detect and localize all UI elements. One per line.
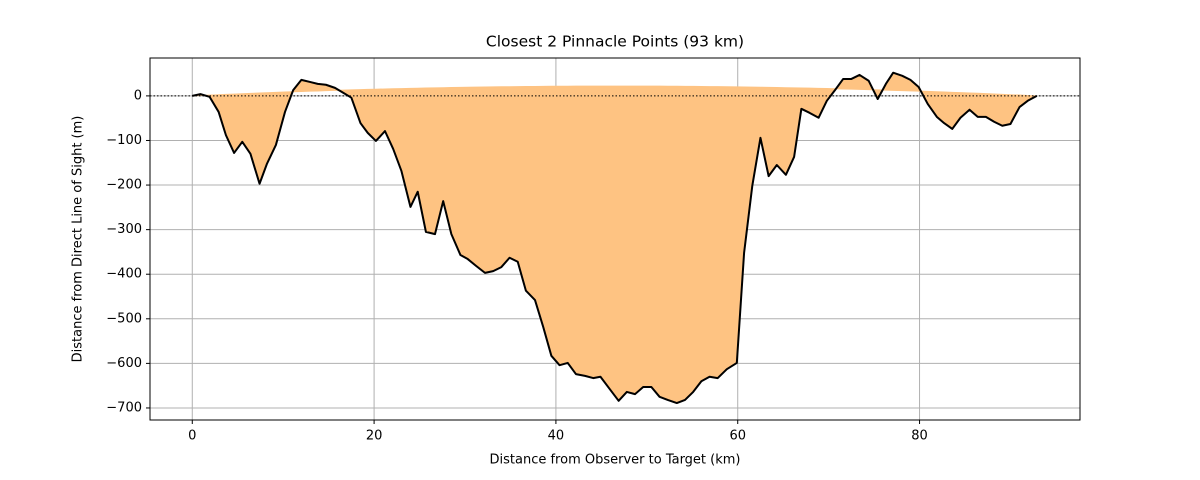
y-tick-label: −100 (106, 133, 142, 148)
plot-area: 0 20 40 60 80 −700 −600 −500 −400 −300 −200 −100 0 (106, 57, 1081, 444)
x-tick-label: 80 (911, 429, 928, 444)
x-tick-label: 0 (188, 429, 196, 444)
y-tick-label: −600 (106, 356, 142, 371)
plot-frame (149, 57, 1081, 421)
y-tick-label: −400 (106, 267, 142, 282)
x-tick-label: 40 (548, 429, 565, 444)
curvature-line (192, 85, 1037, 97)
y-tick-label: −300 (106, 222, 142, 237)
x-tick-label: 20 (366, 429, 383, 444)
fill-region (192, 72, 1037, 404)
y-tick-label: 0 (134, 88, 142, 103)
terrain-line (192, 71, 1038, 405)
x-tick-label: 60 (729, 429, 746, 444)
y-tick-label: −500 (106, 311, 142, 326)
y-tick-label: −200 (106, 178, 142, 193)
y-tick-label: −700 (106, 400, 142, 415)
y-axis-label: Distance from Direct Line of Sight (m) (71, 116, 86, 363)
x-axis-label: Distance from Observer to Target (km) (490, 453, 741, 468)
chart-title: Closest 2 Pinnacle Points (93 km) (486, 33, 744, 51)
